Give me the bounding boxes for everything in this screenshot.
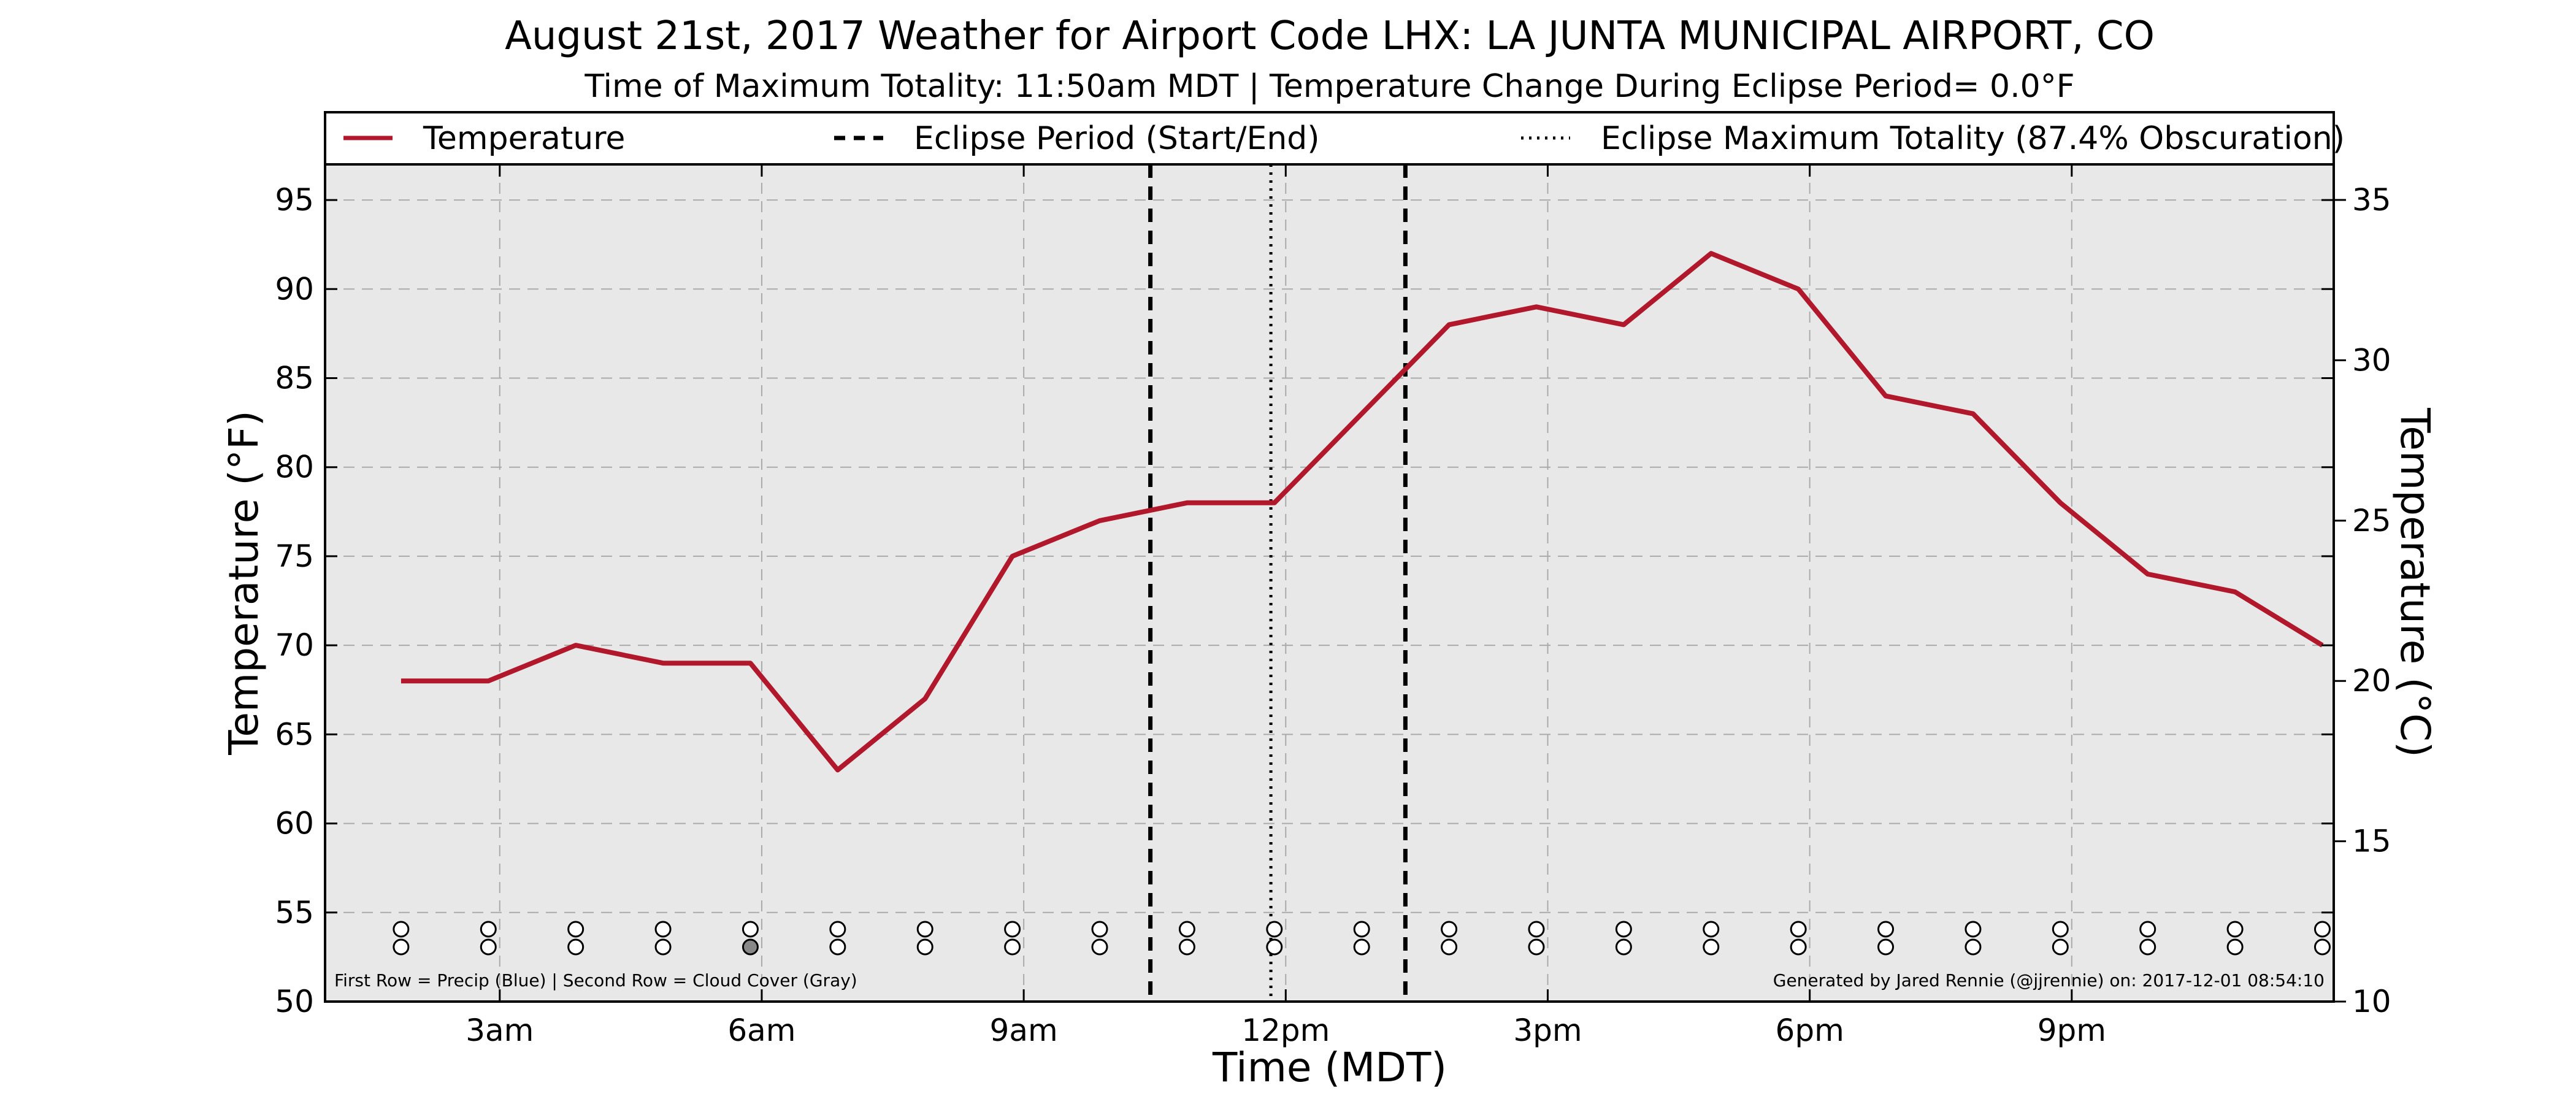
cloud-cover-indicator [1790,938,1807,956]
precip-indicator [2226,921,2244,938]
y-tick-label: 70 [275,627,314,663]
cloud-cover-indicator [2052,938,2069,956]
legend-box [324,111,2335,166]
precip-indicator [480,921,497,938]
plot-area [325,164,2334,1002]
eclipse-markers [1148,164,1408,1002]
cloud-cover-indicator [1965,938,1982,956]
precip-indicator [916,921,933,938]
precip-indicator [1353,921,1370,938]
legend-eclipse-period-label: Eclipse Period (Start/End) [914,120,1320,157]
cloud-cover-indicator [742,938,759,956]
x-tick-label: 9am [990,1013,1058,1048]
y2-tick-label: 35 [2352,182,2391,218]
precip-indicator [1528,921,1545,938]
precip-indicator [1091,921,1108,938]
y-tick-label: 85 [275,361,314,396]
chart-subtitle: Time of Maximum Totality: 11:50am MDT | … [584,68,2074,105]
precip-indicator [1178,921,1195,938]
cloud-cover-indicator [480,938,497,956]
y2-tick-label: 10 [2352,984,2391,1019]
y-tick-label: 75 [275,539,314,574]
y2-tick-label: 25 [2352,503,2391,539]
cloud-cover-indicator [1353,938,1370,956]
cloud-cover-indicator [654,938,672,956]
grid-lines [325,164,2334,1002]
precip-indicator [2139,921,2156,938]
y-tick-label: 60 [275,806,314,841]
y-tick-label: 95 [275,182,314,218]
precip-indicator [654,921,672,938]
precip-indicator [1965,921,1982,938]
x-tick-label: 3pm [1513,1013,1582,1048]
cloud-cover-indicator [2313,938,2331,956]
precip-indicator [1703,921,1720,938]
y-tick-label: 80 [275,450,314,485]
y2-tick-label: 15 [2352,824,2391,859]
y-tick-label: 50 [275,984,314,1019]
precip-indicator [829,921,846,938]
cloud-cover-indicator [1004,938,1021,956]
x-tick-label: 12pm [1241,1013,1330,1048]
precip-indicator [742,921,759,938]
precip-indicator [1266,921,1283,938]
precip-indicator [1790,921,1807,938]
x-tick-label: 9pm [2037,1013,2106,1048]
footnote-right: Generated by Jared Rennie (@jjrennie) on… [1773,970,2325,991]
indicator-rows [393,921,2331,956]
precip-indicator [2052,921,2069,938]
cloud-cover-indicator [829,938,846,956]
cloud-cover-indicator [567,938,585,956]
precip-indicator [2313,921,2331,938]
cloud-cover-indicator [2139,938,2156,956]
cloud-cover-indicator [1877,938,1895,956]
y-tick-label: 65 [275,716,314,752]
cloud-cover-indicator [1266,938,1283,956]
y2-tick-label: 20 [2352,663,2391,699]
y2-axis-label: Temperature (°C) [2391,407,2439,757]
precip-indicator [393,921,410,938]
x-axis-label: Time (MDT) [1212,1044,1447,1091]
precip-indicator [1877,921,1895,938]
precip-indicator [567,921,585,938]
x-tick-label: 6am [727,1013,795,1048]
cloud-cover-indicator [1615,938,1632,956]
cloud-cover-indicator [1178,938,1195,956]
cloud-cover-indicator [1441,938,1458,956]
cloud-cover-indicator [916,938,933,956]
footnote-left: First Row = Precip (Blue) | Second Row =… [334,970,857,991]
precip-indicator [1441,921,1458,938]
x-tick-label: 6pm [1776,1013,1844,1048]
precip-indicator [1615,921,1632,938]
y-axis-label: Temperature (°F) [220,410,267,756]
legend-eclipse-max-label: Eclipse Maximum Totality (87.4% Obscurat… [1601,120,2345,157]
y-tick-label: 55 [275,895,314,930]
y-tick-label: 90 [275,271,314,307]
cloud-cover-indicator [393,938,410,956]
cloud-cover-indicator [2226,938,2244,956]
y2-tick-label: 30 [2352,342,2391,378]
series-lines [401,251,2324,773]
cloud-cover-indicator [1703,938,1720,956]
chart-title: August 21st, 2017 Weather for Airport Co… [505,13,2155,59]
precip-indicator [1004,921,1021,938]
cloud-cover-indicator [1528,938,1545,956]
cloud-cover-indicator [1091,938,1108,956]
series-line-temperature [401,251,2324,773]
legend-temperature-label: Temperature [423,120,625,157]
axes: 50 55 60 65 70 75 80 85 90 95 10 15 20 25 30 35 3am 6am 9a… [275,164,2391,1048]
plot-frame [324,163,2335,1003]
x-tick-label: 3am [466,1013,534,1048]
